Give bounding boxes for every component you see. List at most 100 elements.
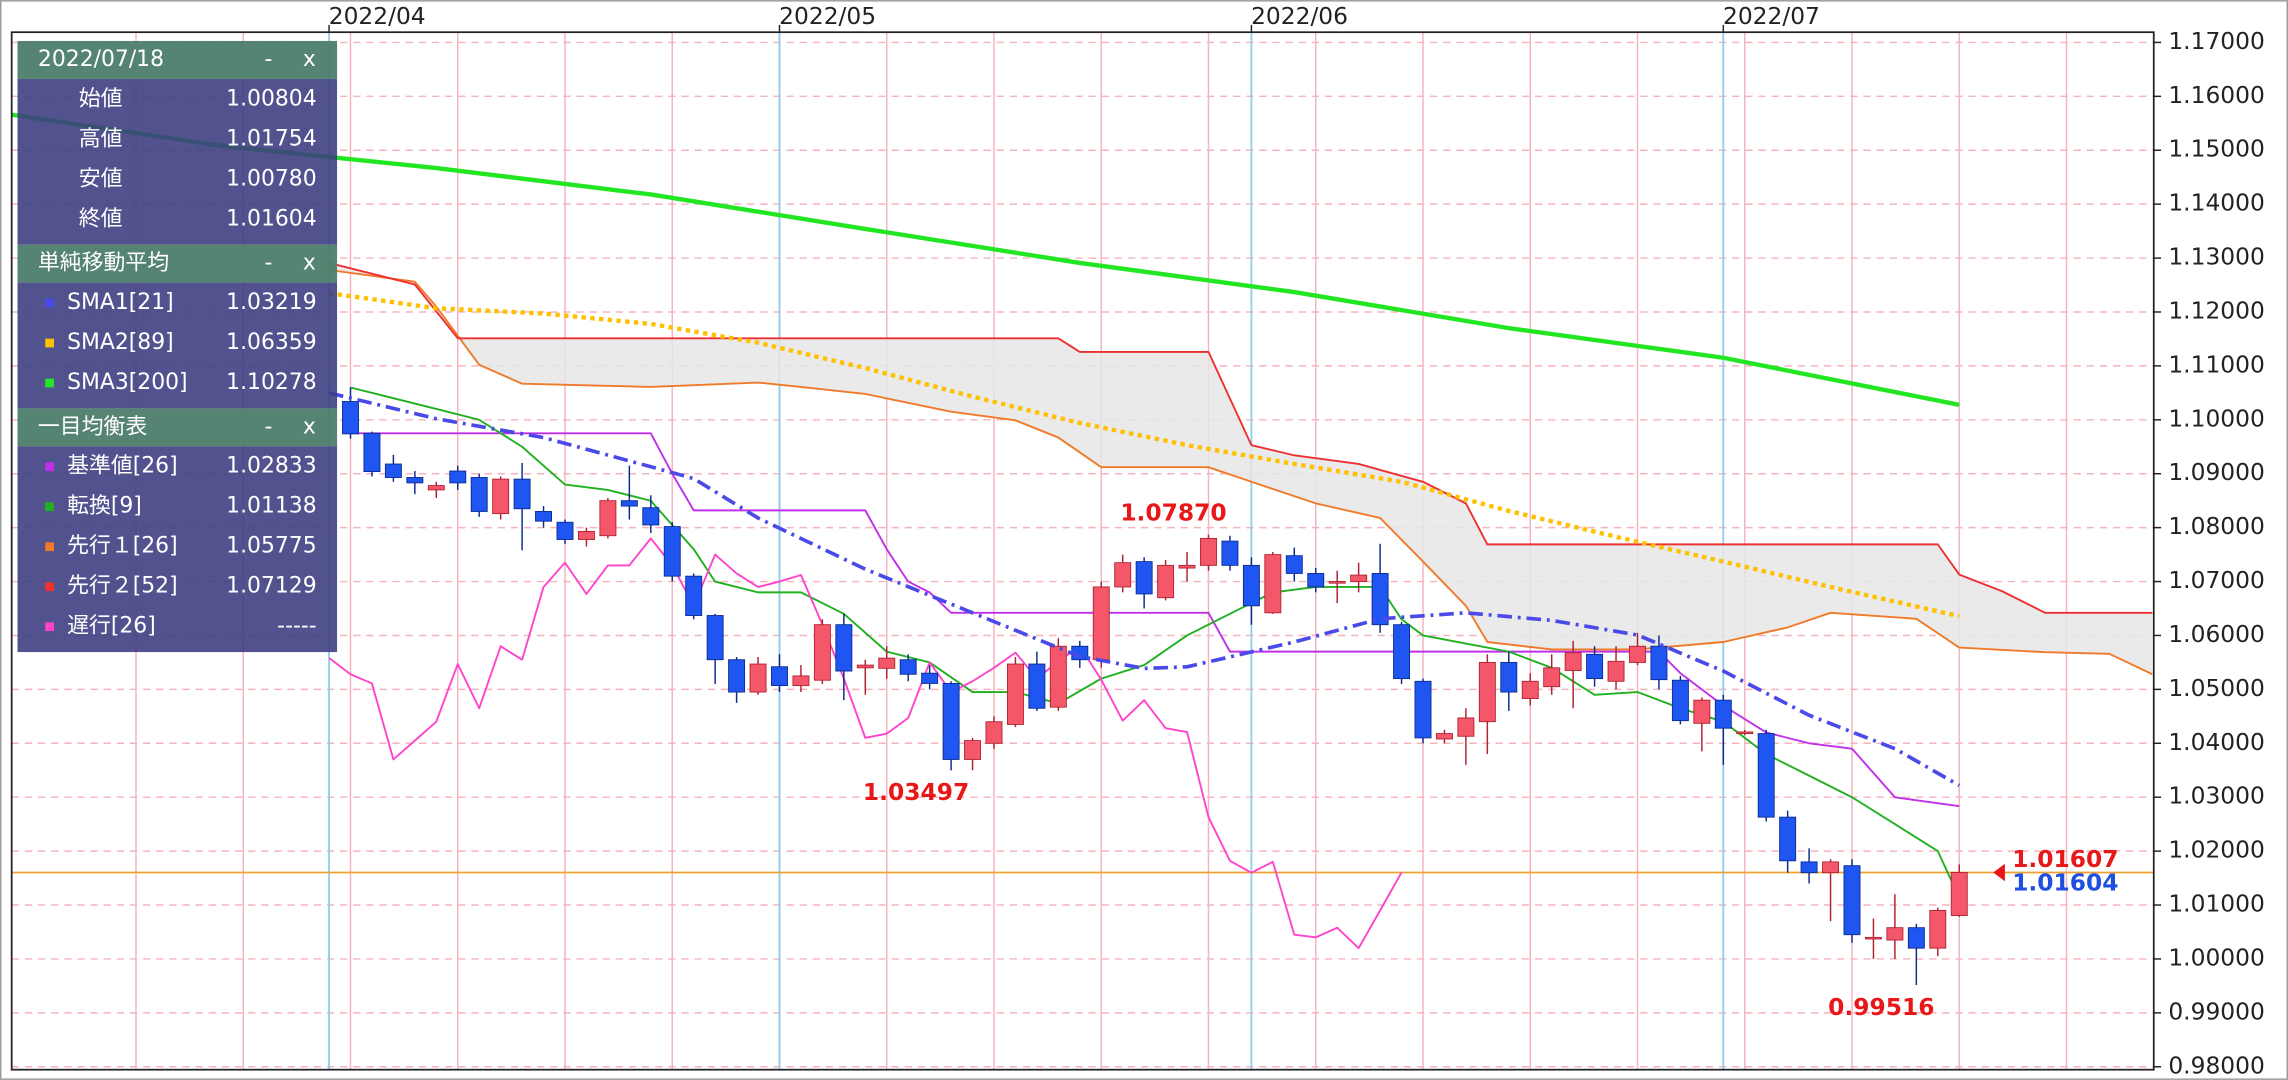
panel-header — [17, 40, 338, 79]
y-tick-label: 1.04000 — [2168, 728, 2264, 756]
candle-body — [620, 500, 638, 507]
candle-body — [1435, 733, 1453, 740]
indicator-line — [328, 391, 1961, 788]
panel-row-label: 先行１[26] — [67, 534, 178, 559]
panel-row-label: 安値 — [79, 166, 123, 191]
candle-body — [470, 477, 488, 512]
panel-row-label: SMA1[21] — [67, 290, 174, 315]
info-panel: 2022/07/18 - x 始値 1.00804 高値 1.01754 安値 1.00780 終… — [17, 40, 338, 653]
legend-swatch — [45, 338, 54, 348]
candle-body — [663, 526, 681, 577]
panel-row-value: 1.07129 — [226, 574, 316, 599]
candle-body — [1028, 663, 1046, 709]
legend-swatch — [45, 542, 54, 552]
candle-body — [1285, 555, 1303, 574]
y-tick-label: 1.09000 — [2168, 458, 2264, 486]
panel-button[interactable]: x — [303, 47, 316, 72]
extreme-label: 1.07870 — [1120, 499, 1226, 527]
legend-swatch — [45, 462, 54, 472]
candle-body — [1629, 645, 1646, 663]
candle-body — [406, 477, 424, 484]
panel-row-value: 1.00804 — [226, 86, 316, 111]
y-tick-label: 1.17000 — [2168, 27, 2264, 55]
y-tick-label: 0.98000 — [2168, 1051, 2264, 1079]
panel-title: 2022/07/18 — [38, 47, 164, 72]
y-tick-label: 1.11000 — [2168, 350, 2264, 378]
candle-body — [856, 664, 874, 669]
panel-row-label: SMA3[200] — [67, 370, 187, 395]
candle-body — [535, 511, 553, 522]
panel-title: 単純移動平均 — [38, 251, 169, 276]
panel-row-value: 1.02833 — [226, 454, 316, 479]
candle-body — [577, 530, 595, 540]
candle-body — [1521, 680, 1539, 699]
candle-body — [1950, 872, 1968, 917]
panel-row-value: 1.01138 — [226, 494, 316, 519]
candle-body — [1671, 679, 1689, 722]
panel-header — [17, 408, 338, 447]
candle-body — [1714, 699, 1732, 729]
y-tick-label: 1.10000 — [2168, 404, 2264, 432]
y-tick-label: 0.99000 — [2168, 997, 2264, 1025]
candle-body — [1757, 733, 1775, 818]
y-tick-label: 1.05000 — [2168, 674, 2264, 702]
x-tick-label: 2022/06 — [1251, 2, 1348, 30]
candle-body — [1543, 667, 1561, 688]
candle-body — [1414, 680, 1432, 739]
panel-button[interactable]: - — [265, 251, 273, 276]
candle-body — [1693, 699, 1711, 724]
panel-row-value: 1.06359 — [226, 330, 316, 355]
panel-button[interactable]: x — [303, 414, 316, 439]
legend-swatch — [45, 502, 54, 512]
candle-body — [513, 478, 531, 510]
panel-row-label: 転換[9] — [67, 494, 142, 519]
candle-body — [985, 721, 1003, 744]
candle-body — [1822, 861, 1840, 874]
y-tick-label: 1.00000 — [2168, 943, 2264, 971]
extreme-label: 0.99516 — [1828, 993, 1934, 1021]
candle-body — [1564, 652, 1582, 671]
panel-header — [17, 244, 338, 283]
panel-row-value: 1.01754 — [226, 126, 316, 151]
panel-button[interactable]: - — [265, 414, 273, 439]
candle-body — [1907, 927, 1925, 949]
y-tick-label: 1.01000 — [2168, 890, 2264, 918]
panel-title: 一目均衡表 — [38, 414, 147, 439]
extreme-label: 1.03497 — [863, 778, 969, 806]
price-label: 1.01604 — [2012, 869, 2118, 897]
candle-body — [1864, 936, 1882, 940]
candle-body — [1800, 861, 1818, 874]
indicator-line — [328, 261, 2153, 614]
panel-button[interactable]: x — [303, 251, 316, 276]
y-tick-label: 1.16000 — [2168, 81, 2264, 109]
legend-swatch — [45, 378, 54, 388]
candle-body — [1242, 564, 1260, 607]
candle-body — [342, 401, 359, 435]
candle-body — [1006, 663, 1024, 725]
candle-body — [1307, 573, 1325, 588]
panel-body — [17, 282, 338, 409]
candle-body — [556, 521, 574, 540]
candle-body — [878, 657, 896, 669]
indicator-line — [328, 290, 1960, 619]
candle-body — [1350, 574, 1368, 582]
y-tick-label: 1.06000 — [2168, 620, 2264, 648]
candle-body — [1393, 624, 1411, 680]
candle-body — [642, 507, 660, 526]
panel-body — [17, 78, 338, 245]
candle-body — [706, 615, 724, 661]
panel-button[interactable]: - — [265, 47, 273, 72]
panel-row-value: 1.10278 — [226, 370, 316, 395]
y-tick-label: 1.08000 — [2168, 512, 2264, 540]
candle-body — [1264, 554, 1282, 614]
candle-body — [1371, 573, 1389, 626]
candle-body — [728, 659, 746, 693]
candle-body — [449, 470, 467, 484]
candle-body — [1500, 661, 1518, 693]
panel-row-label: 始値 — [79, 86, 123, 111]
y-tick-label: 1.03000 — [2168, 782, 2264, 810]
candle-body — [1779, 816, 1797, 862]
